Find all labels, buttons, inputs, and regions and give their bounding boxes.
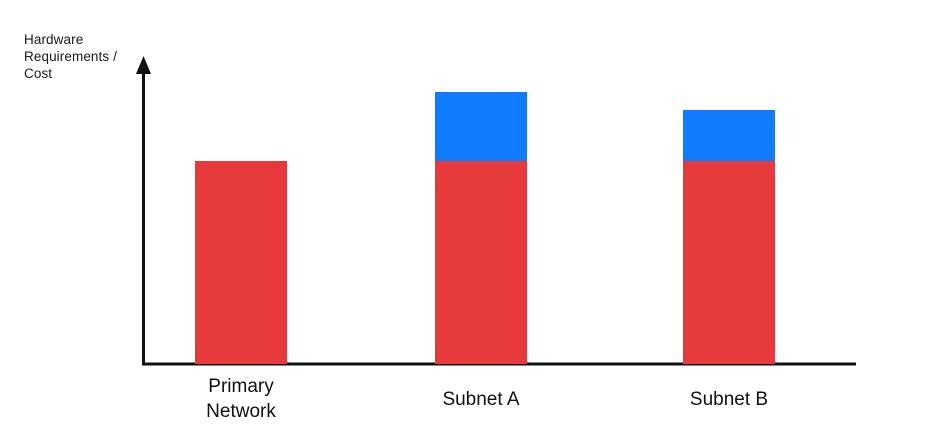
bar-subnet-b [683,110,775,364]
y-axis-arrowhead-icon [136,56,151,74]
bar-segment-base-cost [435,161,527,364]
x-axis-label-subnet-a: Subnet A [442,388,520,410]
bar-subnet-a [435,91,527,364]
y-axis-label: Hardware Requirements / Cost [24,32,117,81]
bar-primary-network [195,161,287,364]
bar-segment-additional-subnet-cost [435,91,527,161]
bar-segment-additional-subnet-cost [683,110,775,161]
x-axis-label-primary-network: Primary Network [206,376,276,422]
bar-segment-base-cost [683,161,775,364]
bar-segment-base-cost [195,161,287,364]
x-axis-label-subnet-b: Subnet B [689,388,769,410]
